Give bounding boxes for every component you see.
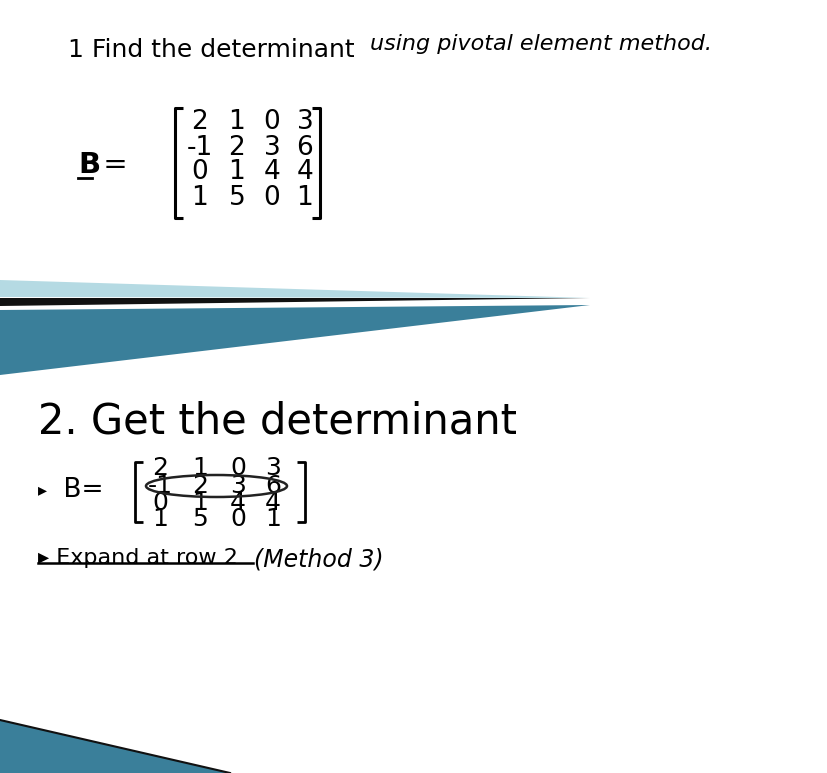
Text: =: =	[94, 151, 127, 179]
Text: 1: 1	[152, 507, 168, 531]
Polygon shape	[0, 720, 230, 773]
Text: 1: 1	[192, 491, 208, 515]
Text: 3: 3	[263, 135, 280, 161]
Text: 5: 5	[192, 507, 208, 531]
Text: 4: 4	[296, 159, 313, 185]
Text: 2. Get the determinant: 2. Get the determinant	[38, 400, 516, 442]
Text: -1: -1	[187, 135, 213, 161]
Text: B: B	[78, 151, 100, 179]
Polygon shape	[0, 305, 590, 375]
Text: 5: 5	[228, 185, 245, 211]
Text: 3: 3	[265, 456, 280, 480]
Text: 1: 1	[228, 109, 245, 135]
Text: using pivotal element method.: using pivotal element method.	[370, 34, 711, 54]
Text: 2: 2	[192, 474, 208, 498]
Text: 4: 4	[230, 491, 246, 515]
Text: ▸: ▸	[38, 481, 47, 499]
Text: ▸ Expand at row 2: ▸ Expand at row 2	[38, 548, 245, 568]
Text: 0: 0	[263, 109, 280, 135]
Text: 2: 2	[228, 135, 245, 161]
Text: 1: 1	[228, 159, 245, 185]
Text: 4: 4	[263, 159, 280, 185]
Text: -1: -1	[147, 474, 172, 498]
Polygon shape	[0, 298, 590, 306]
Text: (Method 3): (Method 3)	[254, 547, 383, 571]
Text: 2: 2	[191, 109, 208, 135]
Text: 1: 1	[192, 456, 208, 480]
Text: 1: 1	[296, 185, 313, 211]
Text: 0: 0	[263, 185, 280, 211]
Text: 0: 0	[191, 159, 208, 185]
Text: 1 Find the determinant: 1 Find the determinant	[68, 38, 370, 62]
Text: 3: 3	[296, 109, 313, 135]
Text: 1: 1	[191, 185, 208, 211]
Text: 6: 6	[265, 474, 280, 498]
Text: 0: 0	[152, 491, 168, 515]
Polygon shape	[0, 280, 590, 298]
Text: 6: 6	[296, 135, 313, 161]
Text: 3: 3	[230, 474, 246, 498]
Text: 0: 0	[230, 507, 246, 531]
Text: 1: 1	[265, 507, 280, 531]
Text: 0: 0	[230, 456, 246, 480]
Text: B=: B=	[55, 477, 103, 503]
Text: 4: 4	[265, 491, 280, 515]
Text: 2: 2	[152, 456, 168, 480]
